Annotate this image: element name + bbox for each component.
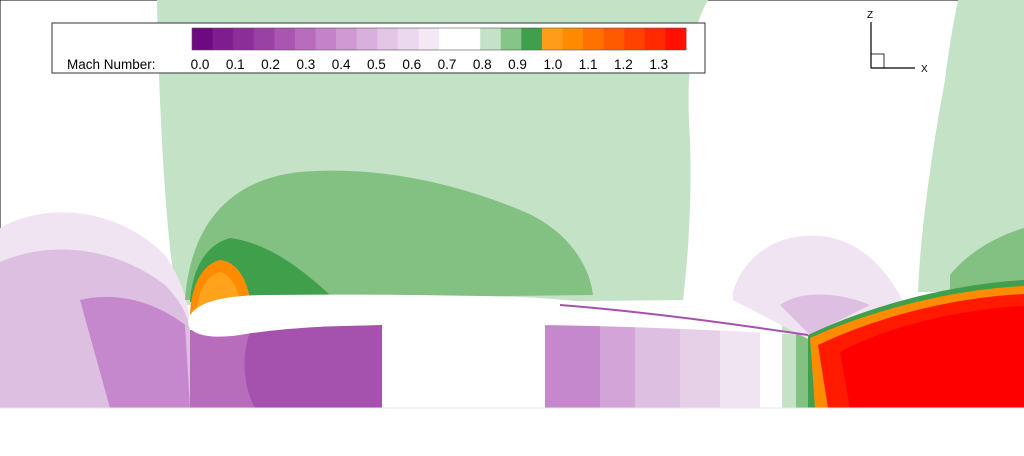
lower-band-8 [796, 325, 808, 408]
x-axis-label: X [921, 64, 928, 75]
legend-swatch [192, 28, 213, 50]
legend-swatch [336, 28, 358, 50]
legend-swatch [603, 28, 625, 50]
axes-origin-box [870, 53, 885, 69]
legend-swatch [212, 28, 234, 50]
lower-band-3 [635, 325, 680, 408]
legend-swatch [541, 28, 563, 50]
right-freestream-region [918, 0, 1024, 292]
mach-number-legend: Mach Number: 0.0 0.1 0.2 0.3 0.4 0.5 0.6 0.7 0.8… [51, 22, 706, 74]
legend-tick-label: 0.1 [226, 57, 245, 72]
boundary-layer [559, 304, 809, 336]
legend-title-text: Mach Number [67, 57, 152, 72]
legend-swatch [274, 28, 296, 50]
legend-tick-label: 0.0 [191, 57, 210, 72]
lower-band-5 [720, 325, 760, 408]
lower-band-1 [545, 325, 600, 408]
lower-band-6 [760, 325, 782, 408]
legend-tick-labels: 0.0 0.1 0.2 0.3 0.4 0.5 0.6 0.7 0.8 0.9 1.0 1.1 1.2 1… [191, 57, 668, 72]
legend-swatch [356, 28, 378, 50]
legend-swatch [377, 28, 399, 50]
legend-swatch [624, 28, 646, 50]
legend-swatch [233, 28, 255, 50]
legend-tick-label: 0.5 [367, 57, 386, 72]
downstream-expansion-green [950, 228, 1024, 292]
legend-swatch [459, 28, 481, 50]
legend-tick-label: 0.7 [438, 57, 457, 72]
legend-color-bar [191, 27, 687, 51]
lower-wall [0, 408, 1024, 456]
legend-tick-label: 1.1 [579, 57, 598, 72]
lower-band-4 [680, 325, 720, 408]
z-axis-label: Z [867, 10, 873, 21]
leading-edge-band-mid [80, 296, 190, 408]
legend-tick-label: 1.0 [543, 57, 562, 72]
legend-swatch [562, 28, 584, 50]
legend-tick-label: 0.4 [332, 57, 351, 72]
legend-swatch [644, 28, 666, 50]
trailing-edge-lobe-inner [780, 294, 870, 335]
legend-swatch [521, 28, 543, 50]
lower-band-2 [600, 325, 635, 408]
legend-title: Mach Number: [67, 57, 156, 72]
legend-swatch [397, 28, 419, 50]
lower-band-7 [782, 325, 796, 408]
legend-tick-label: 1.2 [614, 57, 633, 72]
legend-tick-label: 0.8 [473, 57, 492, 72]
downstream-wedge-core [840, 306, 1024, 408]
legend-swatch [480, 28, 502, 50]
legend-tick-label: 0.9 [508, 57, 527, 72]
lower-cavity-left-band [190, 330, 255, 408]
legend-swatch [665, 28, 687, 50]
legend-swatch [315, 28, 337, 50]
airfoil-body [188, 294, 808, 408]
legend-swatch [418, 28, 440, 50]
legend-title-separator: : [152, 57, 156, 72]
legend-swatch [583, 28, 605, 50]
legend-bar-outline [191, 27, 687, 51]
legend-swatch [500, 28, 522, 50]
axes-triad: Z X [867, 10, 928, 75]
legend-swatch [253, 28, 275, 50]
legend-tick-label: 0.6 [402, 57, 421, 72]
legend-tick-label: 0.2 [261, 57, 280, 72]
legend-swatch [439, 28, 460, 50]
legend-swatch [294, 28, 316, 50]
legend-tick-label: 1.3 [649, 57, 668, 72]
legend-tick-label: 0.3 [296, 57, 315, 72]
